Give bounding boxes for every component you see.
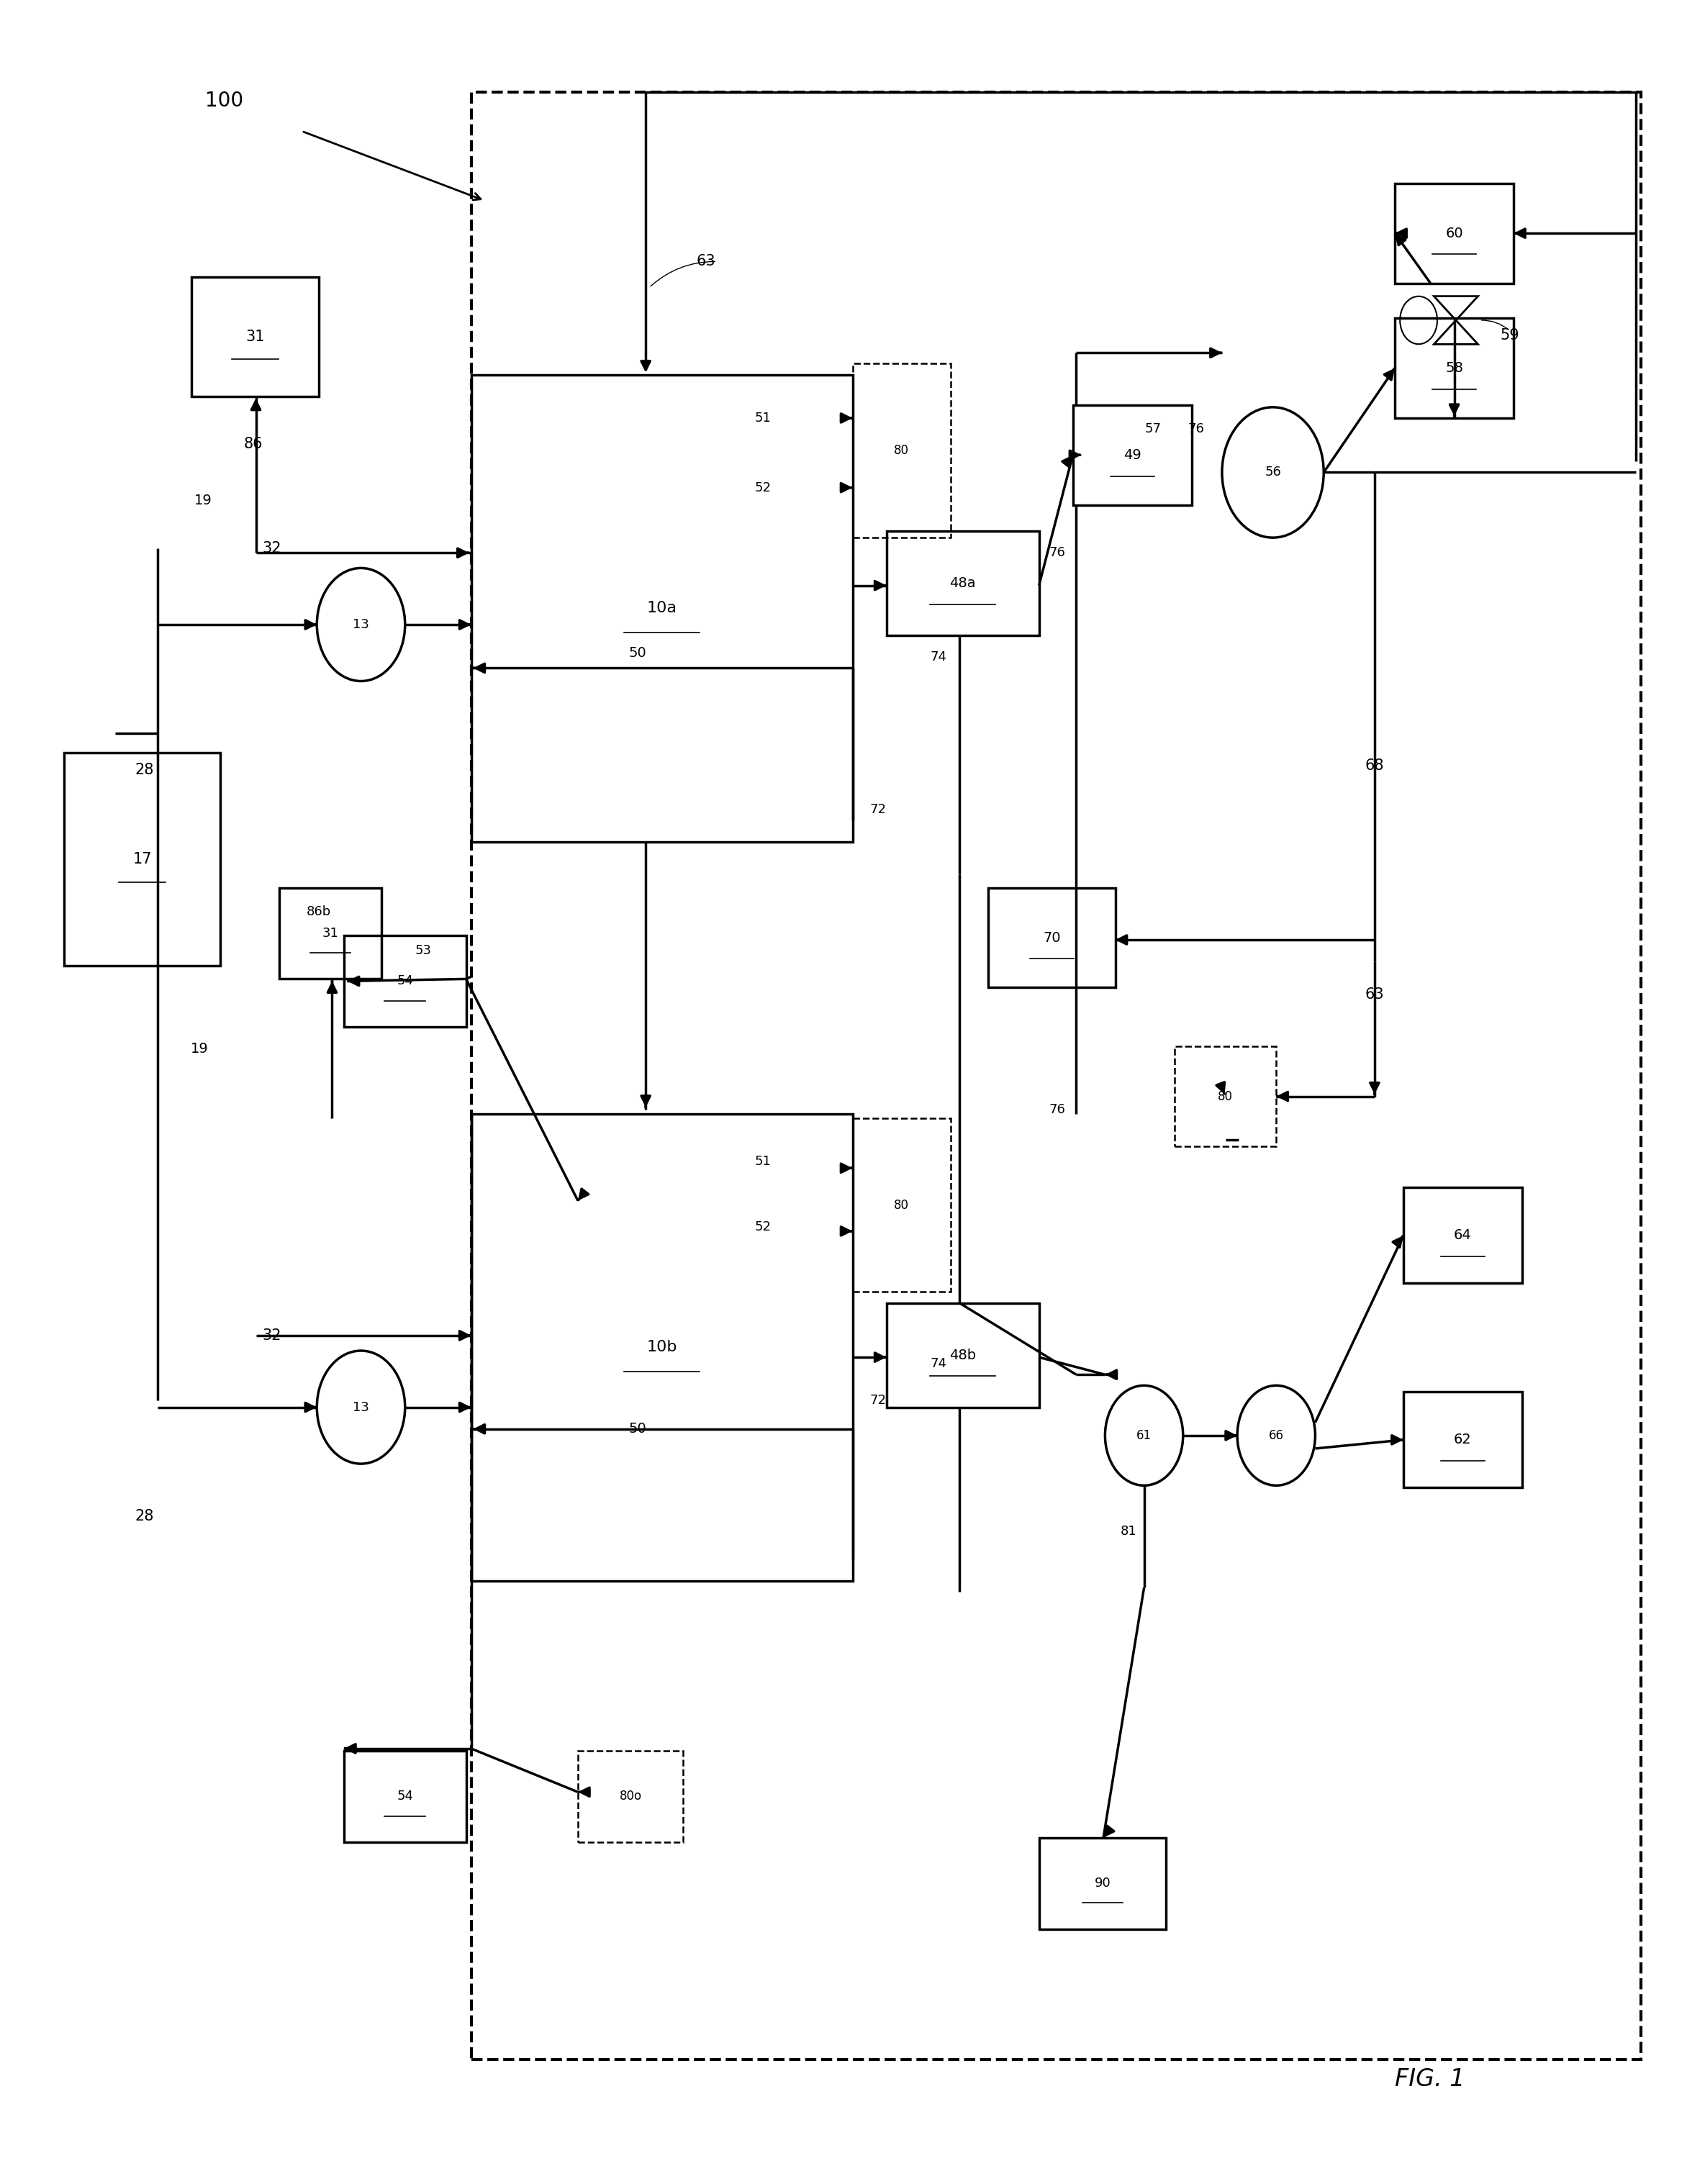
Bar: [887, 1304, 1038, 1406]
Text: 32: 32: [263, 542, 281, 555]
Text: 62: 62: [1454, 1433, 1471, 1446]
Text: 58: 58: [1446, 360, 1463, 376]
Text: 68: 68: [1366, 758, 1384, 773]
Bar: [280, 887, 382, 978]
Text: 72: 72: [870, 1393, 887, 1406]
Text: 70: 70: [1043, 930, 1061, 943]
Text: 60: 60: [1446, 227, 1463, 240]
Text: 80: 80: [893, 1199, 909, 1212]
Bar: [578, 1752, 684, 1841]
Text: 66: 66: [1269, 1428, 1284, 1441]
Text: 50: 50: [629, 646, 646, 660]
Text: 76: 76: [1049, 546, 1066, 559]
Text: 74: 74: [931, 1356, 946, 1369]
Bar: [1403, 1188, 1523, 1284]
Bar: [1175, 1046, 1277, 1147]
Text: 74: 74: [931, 651, 946, 664]
Text: 90: 90: [1095, 1876, 1110, 1889]
Bar: [852, 365, 951, 537]
Text: 10b: 10b: [646, 1341, 677, 1354]
Bar: [65, 753, 220, 965]
Text: 52: 52: [755, 1221, 771, 1234]
Text: 19: 19: [194, 494, 211, 507]
Bar: [1395, 319, 1514, 417]
Text: 86: 86: [244, 437, 263, 452]
Bar: [471, 376, 852, 843]
Bar: [344, 1752, 465, 1841]
Text: 80: 80: [1217, 1090, 1233, 1103]
Text: 80o: 80o: [619, 1791, 641, 1802]
Text: FIG. 1: FIG. 1: [1395, 2066, 1465, 2090]
Text: 80: 80: [893, 443, 909, 456]
Bar: [471, 1114, 852, 1581]
Text: 72: 72: [870, 804, 887, 817]
Bar: [191, 277, 319, 395]
Text: 50: 50: [629, 1422, 646, 1435]
Text: 48a: 48a: [950, 577, 975, 590]
Text: 32: 32: [263, 1328, 281, 1343]
Text: 19: 19: [191, 1042, 208, 1055]
Text: 63: 63: [697, 253, 716, 269]
Text: 17: 17: [133, 852, 152, 867]
Text: 59: 59: [1500, 328, 1519, 343]
Bar: [1038, 1837, 1166, 1928]
Text: 54: 54: [397, 1791, 413, 1802]
Bar: [344, 935, 465, 1026]
Text: 28: 28: [135, 1509, 153, 1522]
Text: 51: 51: [755, 1155, 771, 1168]
Text: 49: 49: [1124, 448, 1141, 461]
Text: 10a: 10a: [646, 601, 677, 616]
Bar: [471, 92, 1640, 2060]
Text: 51: 51: [755, 411, 771, 424]
Bar: [1395, 183, 1514, 284]
Text: 100: 100: [205, 90, 244, 111]
Text: 53: 53: [416, 943, 431, 957]
Text: 13: 13: [353, 618, 370, 631]
Text: 61: 61: [1137, 1428, 1151, 1441]
Text: 64: 64: [1454, 1230, 1471, 1243]
Text: 28: 28: [135, 762, 153, 778]
Text: 57: 57: [1144, 422, 1161, 435]
Text: 76: 76: [1188, 422, 1204, 435]
Text: 13: 13: [353, 1400, 370, 1413]
Text: 81: 81: [1120, 1524, 1137, 1538]
Text: 76: 76: [1049, 1103, 1066, 1116]
Text: 86b: 86b: [307, 904, 331, 917]
Text: 54: 54: [397, 974, 413, 987]
Text: 48b: 48b: [950, 1348, 975, 1363]
Bar: [1072, 404, 1192, 505]
Text: 63: 63: [1366, 987, 1384, 1002]
Text: 52: 52: [755, 480, 771, 494]
Text: 31: 31: [246, 330, 264, 343]
Text: 31: 31: [322, 926, 339, 939]
Bar: [887, 531, 1038, 636]
Bar: [989, 887, 1115, 987]
Text: 56: 56: [1265, 465, 1280, 478]
Bar: [852, 1118, 951, 1293]
Bar: [1403, 1391, 1523, 1487]
